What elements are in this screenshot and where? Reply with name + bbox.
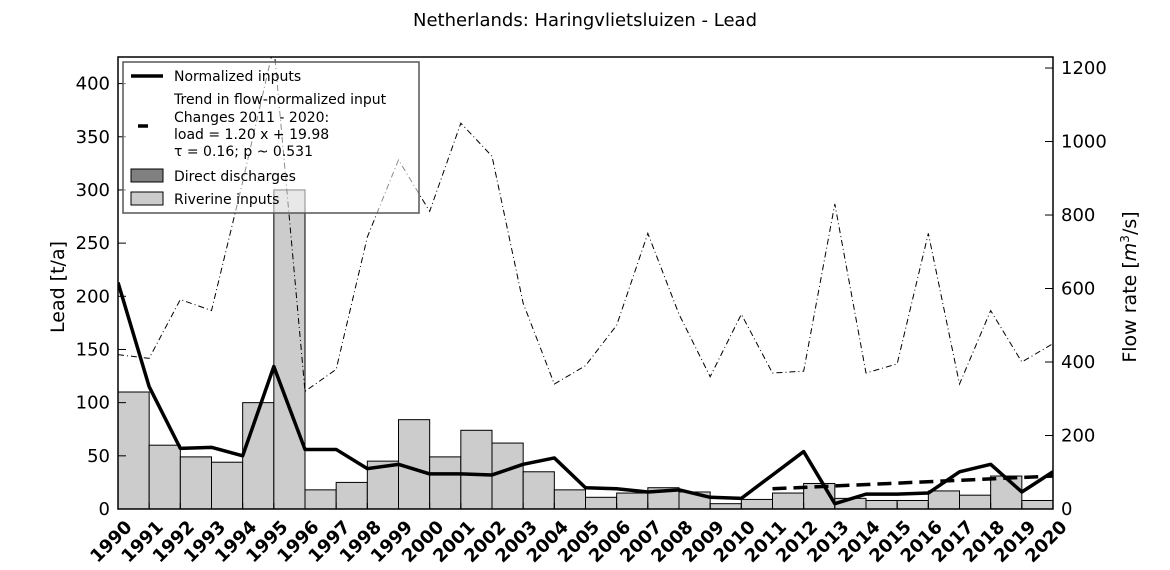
- y-tick-label: 400: [76, 74, 110, 95]
- legend-trend-line-3: τ = 0.16; p ~ 0.531: [174, 144, 313, 160]
- legend-normalized-label: Normalized inputs: [174, 69, 301, 85]
- y2-tick-label: 800: [1061, 205, 1095, 226]
- bar-riverine-1997: [335, 481, 368, 509]
- y-tick-label: 300: [76, 180, 110, 201]
- bar-riverine-1994: [242, 402, 275, 509]
- legend-trend-line-2: load = 1.20 x + 19.98: [174, 127, 329, 143]
- bar-riverine-2006: [616, 492, 649, 509]
- bar-riverine-2004: [553, 489, 586, 509]
- bar-riverine-1993: [211, 461, 244, 509]
- bar-riverine-1990: [118, 391, 150, 509]
- bar-riverine-2000: [429, 456, 462, 509]
- bar-riverine-2002: [491, 442, 524, 509]
- bar-riverine-1991: [148, 444, 181, 509]
- legend: Normalized inputs Trend in flow-normaliz…: [122, 61, 420, 214]
- bar-riverine-2001: [460, 429, 493, 509]
- bar-riverine-1996: [304, 489, 337, 509]
- y-axis-label: Lead [t/a]: [47, 241, 69, 333]
- bar-riverine-2010: [740, 498, 773, 509]
- legend-direct-label: Direct discharges: [174, 169, 296, 185]
- y2-tick-label: 600: [1061, 279, 1095, 300]
- y2-label-suffix: /s]: [1119, 211, 1141, 235]
- bar-riverine-2019: [1021, 499, 1053, 509]
- bar-riverine-2014: [865, 499, 898, 509]
- bar-riverine-1995: [273, 189, 306, 509]
- chart-title: Netherlands: Haringvlietsluizen - Lead: [413, 10, 757, 31]
- y-tick-label: 200: [76, 286, 110, 307]
- y-tick-label: 350: [76, 127, 110, 148]
- bar-riverine-2009: [709, 503, 742, 509]
- y2-label-exp: 3: [1118, 235, 1132, 243]
- trend-line: [772, 474, 1053, 491]
- bar-riverine-2005: [585, 496, 618, 509]
- legend-riverine-swatch: [130, 191, 164, 206]
- bar-riverine-2015: [896, 499, 929, 509]
- y2-tick-label: 1000: [1061, 132, 1107, 153]
- y-tick-label: 150: [76, 339, 110, 360]
- y-tick-label: 100: [76, 393, 110, 414]
- bar-riverine-2018: [990, 475, 1023, 509]
- y-tick-label: 250: [76, 233, 110, 254]
- legend-trend-label: Trend in flow-normalized input: [173, 92, 387, 108]
- bar-riverine-2017: [959, 494, 992, 509]
- y2-label-unit-m: m: [1119, 243, 1141, 262]
- y2-tick-label: 0: [1061, 499, 1072, 520]
- y2-tick-label: 1200: [1061, 58, 1107, 79]
- y-tick-label: 50: [87, 446, 110, 467]
- lines-layer: [118, 57, 1053, 506]
- normalized-inputs-line: [118, 281, 1053, 506]
- bars-layer: [118, 189, 1053, 509]
- bar-riverine-2003: [522, 471, 555, 509]
- bar-riverine-2016: [927, 490, 960, 509]
- legend-direct-swatch: [130, 168, 164, 183]
- legend-trend-line-1: Changes 2011 - 2020:: [174, 110, 329, 126]
- bar-riverine-1992: [179, 456, 212, 509]
- y2-axis-label: Flow rate [m3/s]: [1118, 211, 1141, 362]
- y2-tick-label: 400: [1061, 352, 1095, 373]
- y-tick-label: 0: [99, 499, 110, 520]
- y2-label-prefix: Flow rate [: [1119, 261, 1141, 362]
- legend-riverine-label: Riverine inputs: [174, 192, 279, 208]
- legend-box: [122, 61, 420, 214]
- bar-riverine-2011: [772, 492, 805, 509]
- y2-tick-label: 200: [1061, 426, 1095, 447]
